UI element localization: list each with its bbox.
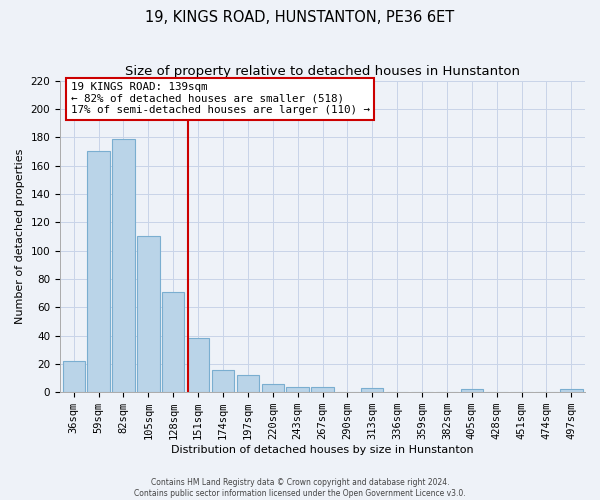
- Bar: [212, 370, 234, 392]
- Bar: [62, 361, 85, 392]
- Text: 19 KINGS ROAD: 139sqm
← 82% of detached houses are smaller (518)
17% of semi-det: 19 KINGS ROAD: 139sqm ← 82% of detached …: [71, 82, 370, 116]
- X-axis label: Distribution of detached houses by size in Hunstanton: Distribution of detached houses by size …: [171, 445, 474, 455]
- Text: 19, KINGS ROAD, HUNSTANTON, PE36 6ET: 19, KINGS ROAD, HUNSTANTON, PE36 6ET: [145, 10, 455, 25]
- Bar: [311, 386, 334, 392]
- Bar: [560, 390, 583, 392]
- Bar: [162, 292, 184, 392]
- Title: Size of property relative to detached houses in Hunstanton: Size of property relative to detached ho…: [125, 65, 520, 78]
- Bar: [236, 375, 259, 392]
- Bar: [286, 386, 309, 392]
- Bar: [112, 138, 134, 392]
- Y-axis label: Number of detached properties: Number of detached properties: [15, 148, 25, 324]
- Bar: [361, 388, 383, 392]
- Bar: [187, 338, 209, 392]
- Bar: [88, 152, 110, 392]
- Bar: [137, 236, 160, 392]
- Bar: [461, 390, 483, 392]
- Text: Contains HM Land Registry data © Crown copyright and database right 2024.
Contai: Contains HM Land Registry data © Crown c…: [134, 478, 466, 498]
- Bar: [262, 384, 284, 392]
